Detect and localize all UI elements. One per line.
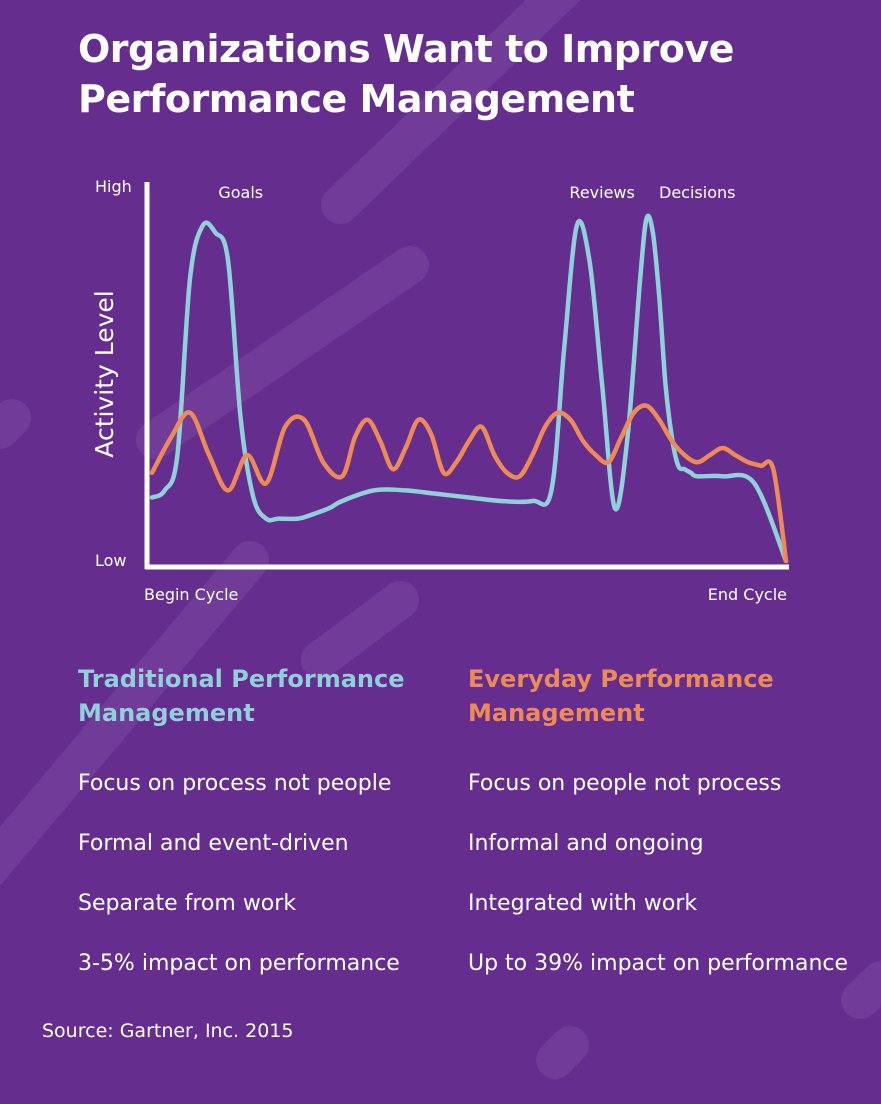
x-tick-begin: Begin Cycle xyxy=(144,585,238,604)
traditional-column: Traditional Performance Management Focus… xyxy=(78,662,478,994)
y-tick-high: High xyxy=(95,177,132,196)
everyday-item: Up to 39% impact on performance xyxy=(468,951,849,976)
background-stripe xyxy=(0,541,269,886)
traditional-item: Formal and event-driven xyxy=(78,831,349,856)
chart-annotation: Decisions xyxy=(659,183,735,202)
title-line-1: Organizations Want to Improve xyxy=(78,27,734,71)
page-title: Organizations Want to Improve Performanc… xyxy=(78,24,734,124)
chart-annotation: Reviews xyxy=(569,183,634,202)
everyday-heading-line-1: Everyday Performance xyxy=(468,665,774,693)
chart-annotations: Goals Reviews Decisions xyxy=(218,183,735,202)
chart-series xyxy=(149,213,789,564)
everyday-series-line xyxy=(149,403,789,564)
everyday-item: Informal and ongoing xyxy=(468,831,704,856)
background-stripe xyxy=(136,246,429,459)
traditional-heading: Traditional Performance Management xyxy=(78,662,478,730)
chart-annotation: Goals xyxy=(218,183,263,202)
background-stripe xyxy=(536,1026,589,1079)
everyday-column: Everyday Performance Management Focus on… xyxy=(468,662,868,994)
everyday-heading-line-2: Management xyxy=(468,699,645,727)
y-axis-label: Activity Level xyxy=(90,290,119,457)
traditional-item: Separate from work xyxy=(78,891,297,916)
everyday-heading: Everyday Performance Management xyxy=(468,662,868,730)
decorative-stripes xyxy=(0,0,881,1079)
traditional-list: Focus on process not people Formal and e… xyxy=(78,754,478,994)
source-note: Source: Gartner, Inc. 2015 xyxy=(42,1020,294,1042)
activity-chart: High Low Begin Cycle End Cycle Activity … xyxy=(90,177,789,604)
everyday-item: Focus on people not process xyxy=(468,771,782,796)
traditional-heading-line-2: Management xyxy=(78,699,255,727)
background-stripe xyxy=(0,399,31,449)
x-tick-end: End Cycle xyxy=(708,585,787,604)
background-stripe xyxy=(841,961,881,1019)
everyday-list: Focus on people not process Informal and… xyxy=(468,754,868,994)
traditional-heading-line-1: Traditional Performance xyxy=(78,665,405,693)
traditional-item: 3-5% impact on performance xyxy=(78,951,400,976)
everyday-item: Integrated with work xyxy=(468,891,698,916)
title-line-2: Performance Management xyxy=(78,77,635,121)
traditional-item: Focus on process not people xyxy=(78,771,392,796)
y-tick-low: Low xyxy=(95,551,127,570)
traditional-series-line xyxy=(149,213,789,564)
background-stripe xyxy=(321,0,581,224)
background-stripe xyxy=(301,581,419,679)
